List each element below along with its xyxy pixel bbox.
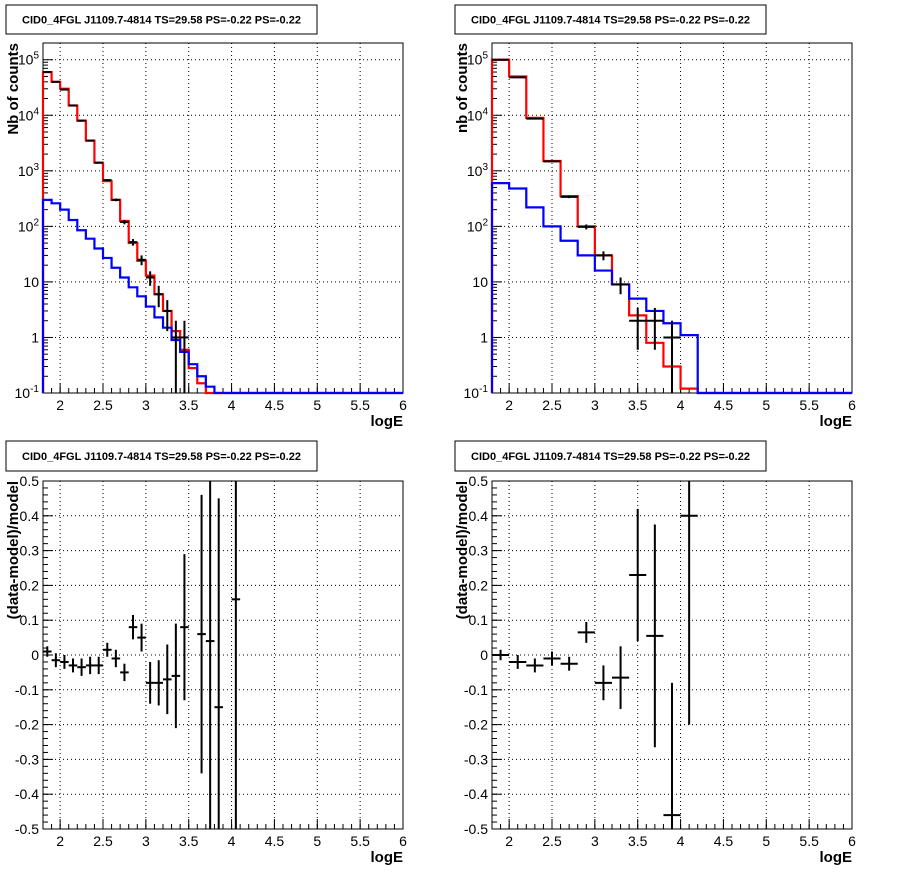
series-model-background [41, 198, 403, 395]
x-tick-label: 4.5 [265, 833, 285, 849]
x-tick-label: 2.5 [93, 833, 113, 849]
y-tick-label: -0.4 [15, 786, 39, 802]
y-tick-label: 1 [480, 329, 488, 345]
y-tick-label: -0.2 [15, 717, 39, 733]
y-tick-label: 103 [467, 162, 489, 179]
x-tick-label: 6 [399, 833, 407, 849]
chart-title: CID0_4FGL J1109.7-4814 TS=29.58 PS=-0.22… [471, 15, 750, 27]
y-tick-label: 10 [23, 274, 39, 290]
x-tick-label: 2 [56, 833, 64, 849]
x-tick-label: 3.5 [628, 833, 648, 849]
y-tick-label: -0.5 [15, 821, 39, 837]
y-tick-label: -0.4 [464, 786, 488, 802]
y-tick-label: 0.4 [469, 508, 489, 524]
x-tick-label: 2 [505, 397, 513, 413]
x-tick-label: 3 [591, 397, 599, 413]
x-tick-label: 4 [677, 833, 685, 849]
chart-panel-2: CID0_4FGL J1109.7-4814 TS=29.58 PS=-0.22… [454, 4, 856, 430]
chart-title: CID0_4FGL J1109.7-4814 TS=29.58 PS=-0.22… [471, 451, 750, 463]
title-box [5, 4, 318, 35]
y-tick-label: 102 [467, 217, 489, 234]
series-model-background [490, 182, 852, 395]
y-axis-label: (data-model)/model [454, 481, 471, 619]
x-tick-label: 3.5 [179, 833, 199, 849]
x-tick-label: 4 [228, 397, 236, 413]
x-tick-label: 4.5 [714, 833, 734, 849]
x-tick-label: 5.5 [350, 833, 370, 849]
chart-panel-4: CID0_4FGL J1109.7-4814 TS=29.58 PS=-0.22… [454, 440, 856, 866]
chart-title: CID0_4FGL J1109.7-4814 TS=29.58 PS=-0.22… [22, 451, 301, 463]
x-tick-label: 5.5 [799, 833, 819, 849]
y-tick-label: 0.2 [469, 577, 489, 593]
plot-frame [42, 480, 404, 830]
y-tick-label: 10-1 [15, 384, 40, 401]
y-tick-label: -0.1 [15, 682, 39, 698]
x-tick-label: 3.5 [179, 397, 199, 413]
x-axis-label: logE [820, 849, 853, 866]
y-tick-label: 0.1 [469, 612, 489, 628]
y-tick-label: 105 [18, 51, 40, 68]
title-box [454, 440, 767, 472]
x-tick-label: 3 [142, 833, 150, 849]
x-tick-label: 4.5 [265, 397, 285, 413]
x-tick-label: 5 [762, 833, 770, 849]
x-tick-label: 2 [505, 833, 513, 849]
x-tick-label: 2.5 [93, 397, 113, 413]
x-tick-label: 4 [677, 397, 685, 413]
y-tick-label: 0 [480, 647, 488, 663]
y-axis-label: (data-model)/model [5, 481, 22, 619]
y-tick-label: 1 [31, 329, 39, 345]
x-tick-label: 6 [848, 833, 856, 849]
x-tick-label: 2.5 [542, 397, 562, 413]
y-tick-label: 10 [472, 274, 488, 290]
x-tick-label: 5 [313, 397, 321, 413]
y-tick-label: 0.3 [20, 543, 40, 559]
x-tick-label: 3.5 [628, 397, 648, 413]
x-tick-label: 6 [399, 397, 407, 413]
x-axis-label: logE [371, 413, 404, 430]
x-tick-label: 5 [313, 833, 321, 849]
series-model-total [41, 70, 403, 395]
chart-panel-3: CID0_4FGL J1109.7-4814 TS=29.58 PS=-0.22… [5, 440, 407, 866]
x-tick-label: 2 [56, 397, 64, 413]
y-tick-label: 10-1 [464, 384, 489, 401]
y-tick-label: 0.2 [20, 577, 40, 593]
x-tick-label: 3 [142, 397, 150, 413]
chart-title: CID0_4FGL J1109.7-4814 TS=29.58 PS=-0.22… [22, 15, 301, 27]
y-tick-label: -0.3 [464, 751, 488, 767]
x-tick-label: 5 [762, 397, 770, 413]
y-tick-label: 0.3 [469, 543, 489, 559]
y-tick-label: 104 [18, 106, 40, 123]
x-tick-label: 6 [848, 397, 856, 413]
x-tick-label: 5.5 [799, 397, 819, 413]
title-box [454, 4, 767, 35]
y-tick-label: -0.3 [15, 751, 39, 767]
y-axis-label: Nb of counts [5, 43, 22, 135]
y-tick-label: 0.1 [20, 612, 40, 628]
x-tick-label: 3 [591, 833, 599, 849]
y-tick-label: -0.5 [464, 821, 488, 837]
y-tick-label: 102 [18, 217, 40, 234]
y-tick-label: -0.1 [464, 682, 488, 698]
title-box [5, 440, 318, 472]
y-tick-label: 0.5 [469, 473, 489, 489]
y-tick-label: 105 [467, 51, 489, 68]
chart-panel-1: CID0_4FGL J1109.7-4814 TS=29.58 PS=-0.22… [5, 4, 407, 430]
x-axis-label: logE [371, 849, 404, 866]
y-tick-label: 104 [467, 106, 489, 123]
y-tick-label: -0.2 [464, 717, 488, 733]
x-tick-label: 4 [228, 833, 236, 849]
y-axis-label: nb of counts [454, 43, 471, 133]
x-axis-label: logE [820, 413, 853, 430]
x-tick-label: 4.5 [714, 397, 734, 413]
x-tick-label: 2.5 [542, 833, 562, 849]
plot-frame [42, 42, 404, 394]
x-tick-label: 5.5 [350, 397, 370, 413]
y-tick-label: 103 [18, 162, 40, 179]
y-tick-label: 0 [31, 647, 39, 663]
y-tick-label: 0.5 [20, 473, 40, 489]
y-tick-label: 0.4 [20, 508, 40, 524]
